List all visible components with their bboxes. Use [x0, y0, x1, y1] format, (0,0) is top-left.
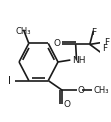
Text: F: F [104, 38, 109, 47]
Text: F: F [91, 28, 96, 37]
Text: NH: NH [72, 56, 86, 65]
Text: CH₃: CH₃ [16, 27, 31, 36]
Text: CH₃: CH₃ [93, 86, 109, 95]
Text: O: O [77, 86, 84, 95]
Text: O: O [63, 100, 70, 109]
Text: O: O [54, 39, 61, 48]
Text: I: I [8, 76, 11, 86]
Text: F: F [102, 44, 107, 53]
